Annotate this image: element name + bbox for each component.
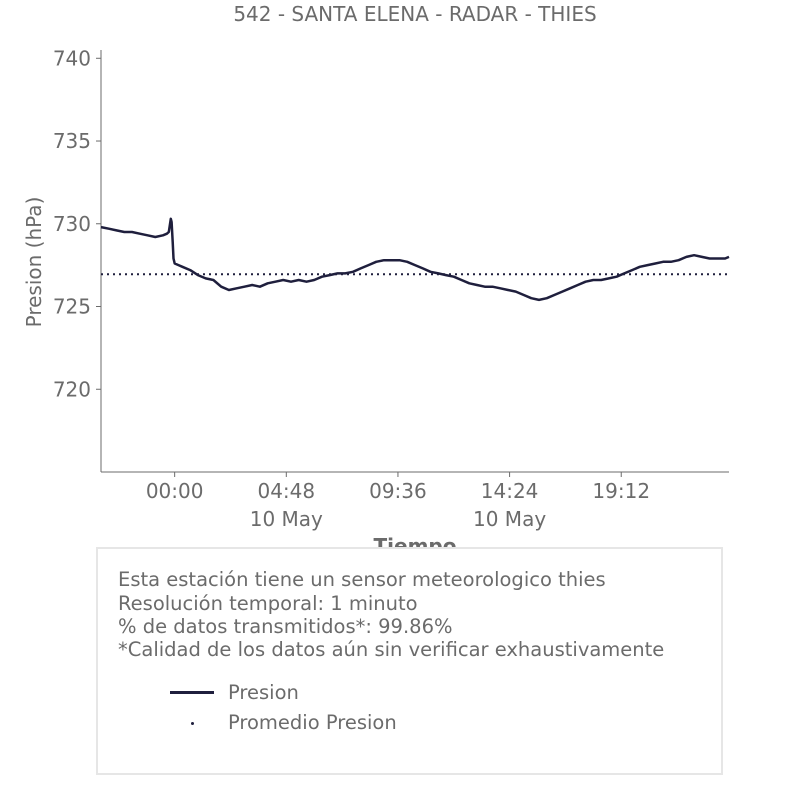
y-tick-label: 735 xyxy=(53,129,91,153)
info-quality-note: *Calidad de los datos aún sin verificar … xyxy=(118,638,665,661)
y-axis-label: Presion (hPa) xyxy=(22,197,46,328)
info-transmitted-text: % de datos transmitidos*: 99.86% xyxy=(118,615,453,638)
pressure-line xyxy=(100,217,730,302)
legend-promedio-swatch xyxy=(191,722,194,725)
chart-title: 542 - SANTA ELENA - RADAR - THIES xyxy=(233,2,596,26)
info-resolution-text: Resolución temporal: 1 minuto xyxy=(118,592,418,615)
legend-presion-swatch xyxy=(170,691,214,694)
x-tick-sublabel: 10 May xyxy=(473,507,546,531)
x-tick-label: 09:36 xyxy=(369,479,427,503)
legend-promedio-label: Promedio Presion xyxy=(228,711,397,734)
x-tick-sublabel: 10 May xyxy=(250,507,323,531)
info-box: Esta estación tiene un sensor meteorolog… xyxy=(96,547,723,775)
x-tick-label: 19:12 xyxy=(592,479,650,503)
info-sensor-text: Esta estación tiene un sensor meteorolog… xyxy=(118,568,606,591)
x-tick-label: 00:00 xyxy=(146,479,204,503)
legend-presion-label: Presion xyxy=(228,681,299,704)
y-tick-label: 725 xyxy=(53,295,91,319)
y-tick-label: 720 xyxy=(53,377,91,401)
y-tick-label: 730 xyxy=(53,212,91,236)
x-tick-label: 04:48 xyxy=(257,479,315,503)
x-tick-label: 14:24 xyxy=(481,479,539,503)
y-tick-label: 740 xyxy=(53,46,91,70)
